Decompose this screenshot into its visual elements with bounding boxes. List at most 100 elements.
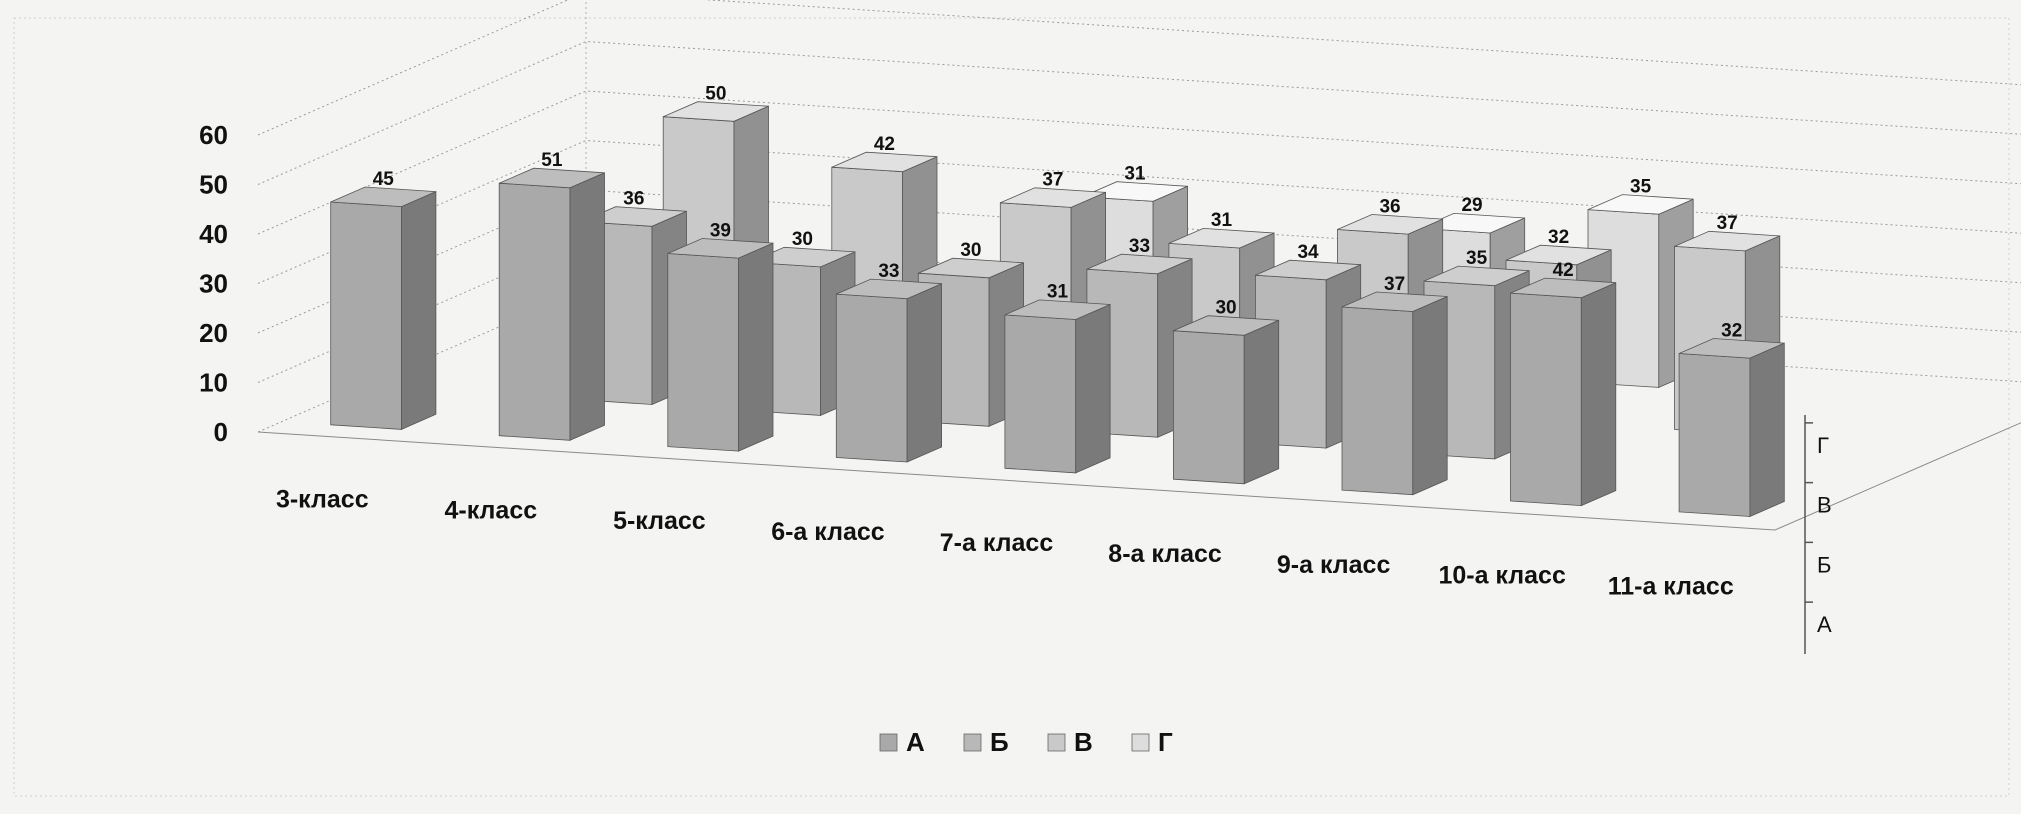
- bar-front-face: [1678, 353, 1751, 517]
- legend-swatch: [879, 733, 898, 752]
- data-label: 32: [1548, 227, 1569, 248]
- series-axis-label: Б: [1817, 552, 1831, 577]
- legend-swatch: [1047, 733, 1066, 752]
- bar-top-face: [1678, 338, 1785, 359]
- bar-front-face: [1173, 330, 1245, 485]
- data-label: 32: [1721, 320, 1742, 341]
- bar-front-face: [667, 253, 739, 452]
- data-label: 36: [623, 189, 644, 210]
- data-label: 45: [373, 169, 395, 190]
- bar-top-face: [1255, 259, 1361, 281]
- bar-side-face: [1749, 342, 1785, 518]
- bar-top-face: [1086, 253, 1193, 275]
- bar-top-face: [1505, 244, 1612, 266]
- x-tick-label: 6-а класс: [771, 518, 885, 546]
- bar-front-face: [330, 201, 402, 430]
- bar-top-face: [1419, 212, 1525, 234]
- bar-top-face: [1423, 265, 1530, 287]
- data-label: 31: [1211, 210, 1233, 231]
- x-tick-label: 3-класс: [276, 485, 369, 513]
- data-labels: 35 29 31 37 32 36 31 37 42 50 35 34 33 30 30 36 32 42 37 30…: [373, 83, 1743, 341]
- bar-top-face: [1674, 230, 1780, 252]
- legend-swatch: [963, 733, 982, 752]
- y-tick-label: 0: [214, 417, 228, 447]
- value-axis: 0 10 20 30 40 50 60: [199, 120, 228, 447]
- bar-side-face: [1243, 319, 1280, 485]
- bar-top-face: [499, 167, 605, 189]
- bar-front-face: [1004, 314, 1077, 474]
- data-label: 37: [1717, 213, 1738, 234]
- bar-top-face: [1004, 299, 1111, 320]
- data-label: 36: [1379, 196, 1400, 217]
- data-label: 30: [1215, 298, 1236, 319]
- data-label: 34: [1297, 242, 1319, 263]
- back-wall: [13, 17, 2010, 797]
- bar-top-face: [1082, 181, 1188, 202]
- legend: А Б В Г: [879, 727, 1173, 757]
- bar: [1173, 315, 1280, 485]
- y-tick-label: 60: [199, 120, 228, 150]
- y-tick-label: 40: [199, 219, 228, 249]
- data-label: 35: [1630, 176, 1652, 197]
- x-tick-label: 5-класс: [613, 507, 706, 535]
- floor-edge: [257, 422, 2021, 531]
- bar-top-face: [1000, 187, 1106, 208]
- series-axis-label: В: [1817, 493, 1832, 518]
- bar-top-face: [831, 151, 938, 173]
- bar-top-face: [330, 186, 437, 208]
- bar-side-face: [401, 190, 437, 431]
- bar-top-face: [663, 101, 769, 122]
- bar: [330, 186, 437, 431]
- bar-front-face: [1341, 306, 1414, 496]
- y-tick-label: 20: [199, 318, 228, 348]
- bars: [330, 101, 1785, 518]
- bar: [1004, 299, 1111, 474]
- x-tick-label: 9-а класс: [1277, 551, 1391, 579]
- data-label: 37: [1042, 170, 1063, 191]
- legend-label: А: [906, 727, 925, 757]
- bar-top-face: [1337, 214, 1443, 235]
- y-tick-label: 10: [199, 368, 228, 398]
- legend-label: Г: [1158, 727, 1173, 757]
- x-tick-label: 10-а класс: [1438, 562, 1565, 590]
- series-axis-label: Г: [1817, 433, 1829, 458]
- series-axis: А Б В Г: [1804, 415, 1832, 654]
- bar-front-face: [835, 293, 908, 463]
- bar-side-face: [906, 283, 942, 463]
- data-label: 31: [1047, 282, 1069, 303]
- x-tick-label: 8-а класс: [1108, 540, 1222, 568]
- data-label: 30: [792, 229, 813, 250]
- data-label: 50: [705, 83, 726, 104]
- bar: [1341, 291, 1448, 496]
- data-label: 42: [874, 134, 895, 155]
- gridline: [257, 90, 2021, 235]
- y-tick-label: 50: [199, 170, 228, 200]
- gridline: [257, 40, 2021, 185]
- bar: [1678, 338, 1785, 518]
- data-label: 39: [710, 220, 731, 241]
- data-label: 33: [1129, 236, 1150, 257]
- data-label: 30: [960, 240, 981, 261]
- bar-top-face: [1173, 315, 1279, 336]
- x-tick-label: 11-а класс: [1608, 573, 1734, 601]
- bar-top-face: [1510, 277, 1616, 299]
- data-label: 42: [1553, 260, 1574, 281]
- data-label: 33: [878, 261, 899, 282]
- bar: [835, 278, 942, 463]
- data-label: 35: [1466, 248, 1488, 269]
- bar-side-face: [738, 242, 774, 452]
- bar: [1510, 277, 1617, 507]
- bar-top-face: [667, 238, 774, 259]
- bar-side-face: [1075, 303, 1111, 474]
- bar-front-face: [1510, 292, 1582, 507]
- bar-top-face: [1587, 194, 1694, 215]
- y-tick-label: 30: [199, 269, 228, 299]
- data-label: 51: [541, 150, 563, 171]
- legend-label: В: [1074, 727, 1093, 757]
- legend-label: Б: [990, 727, 1009, 757]
- series-axis-label: А: [1817, 612, 1832, 637]
- x-tick-label: 7-а класс: [940, 529, 1054, 557]
- category-axis: 3-класс 4-класс 5-класс 6-а класс 7-а класс 8…: [276, 485, 1734, 600]
